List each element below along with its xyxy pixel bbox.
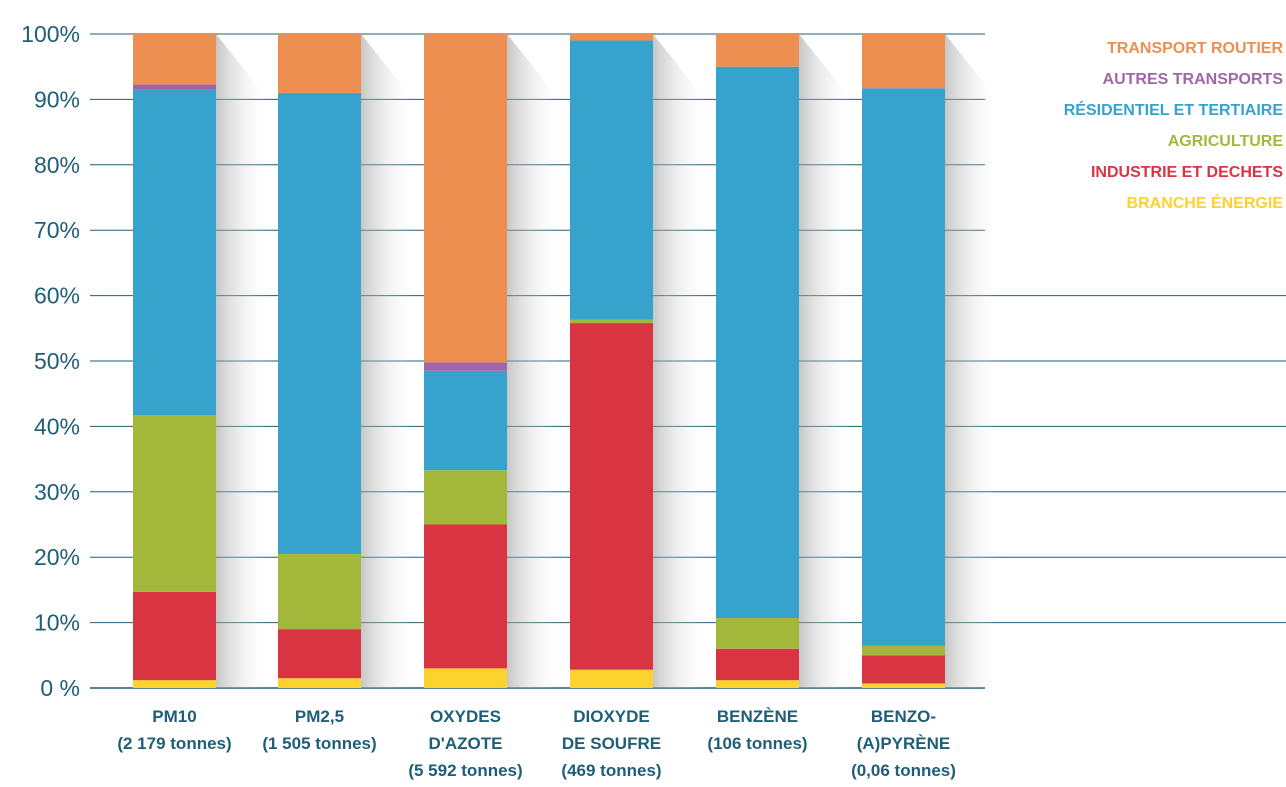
x-tick-label: DE SOUFRE [562, 734, 661, 753]
bar-segment [424, 34, 507, 363]
legend-entry: TRANSPORT ROUTIER [1107, 40, 1283, 57]
x-tick-label: (A)PYRÈNE [857, 734, 951, 753]
bar-segment [570, 323, 653, 670]
bar-segment [278, 553, 361, 630]
bar-segment [862, 34, 945, 89]
bar-segment [570, 669, 653, 688]
y-tick-label: 20% [34, 544, 80, 570]
bar-segment [133, 84, 216, 90]
legend: TRANSPORT ROUTIER AUTRES TRANSPORTS RÉSIDE… [1064, 40, 1284, 212]
bar-segment [716, 618, 799, 649]
bar-segment [716, 34, 799, 67]
bar-segment [424, 668, 507, 688]
bar-segment [570, 319, 653, 324]
bar-segment [716, 648, 799, 681]
bar-shadow [216, 34, 271, 688]
bar-segment [716, 680, 799, 688]
bar-segment [278, 629, 361, 679]
y-tick-label: 60% [34, 283, 80, 309]
bar-shadow [799, 34, 854, 688]
bars [133, 34, 945, 688]
bar-segment [862, 683, 945, 688]
x-tick-label: (106 tonnes) [707, 734, 807, 753]
bar-segment [570, 34, 653, 41]
y-tick-label: 100% [21, 21, 80, 47]
x-axis-category-labels: PM10 (2 179 tonnes) PM2,5 (1 505 tonnes) OXY… [117, 707, 956, 780]
bar-shadow [507, 34, 562, 688]
bar-segment [570, 40, 653, 320]
bar-segment [716, 66, 799, 619]
y-tick-label: 40% [34, 413, 80, 439]
x-tick-label: DIOXYDE [573, 707, 650, 726]
bar-segment [424, 370, 507, 471]
x-tick-label: D'AZOTE [429, 734, 503, 753]
y-tick-label: 10% [34, 610, 80, 636]
bar-shadow [361, 34, 416, 688]
bar-segment [133, 415, 216, 592]
bar-segment [278, 678, 361, 688]
x-tick-label: (2 179 tonnes) [117, 734, 231, 753]
bar-segment [424, 470, 507, 525]
x-tick-label: BENZÈNE [717, 707, 798, 726]
y-tick-label: 90% [34, 86, 80, 112]
legend-entry: BRANCHE ÉNERGIE [1127, 193, 1284, 212]
y-tick-label: 50% [34, 348, 80, 374]
y-tick-label: 0 % [40, 675, 80, 701]
bar-segment [133, 34, 216, 85]
bar-segment [424, 524, 507, 669]
x-tick-label: PM2,5 [295, 707, 344, 726]
bar-segment [278, 34, 361, 93]
x-tick-label: (5 592 tonnes) [408, 761, 522, 780]
bar-segment [862, 655, 945, 684]
bar-segment [133, 680, 216, 688]
y-axis-tick-labels: 0 % 10% 20% 30% 40% 50% 60% 70% 80% 90% 100% [21, 21, 80, 701]
legend-entry: AGRICULTURE [1168, 133, 1284, 150]
y-tick-label: 70% [34, 217, 80, 243]
x-tick-label: BENZO- [871, 707, 936, 726]
legend-entry: INDUSTRIE ET DECHETS [1091, 164, 1283, 181]
bar-segment [133, 591, 216, 681]
bar-shadows [216, 34, 1000, 688]
bar-shadow [945, 34, 1000, 688]
x-tick-label: OXYDES [430, 707, 501, 726]
x-tick-label: PM10 [152, 707, 196, 726]
bar-segment [424, 362, 507, 371]
bar-segment [278, 92, 361, 554]
legend-entry: AUTRES TRANSPORTS [1103, 71, 1284, 88]
bar-shadow [653, 34, 708, 688]
bar-segment [133, 89, 216, 416]
x-tick-label: (1 505 tonnes) [262, 734, 376, 753]
y-tick-label: 80% [34, 152, 80, 178]
bar-segment [862, 88, 945, 646]
legend-entry: RÉSIDENTIEL ET TERTIAIRE [1064, 100, 1284, 119]
x-tick-label: (469 tonnes) [561, 761, 661, 780]
bar-segment [862, 645, 945, 656]
x-tick-label: (0,06 tonnes) [851, 761, 956, 780]
y-tick-label: 30% [34, 479, 80, 505]
